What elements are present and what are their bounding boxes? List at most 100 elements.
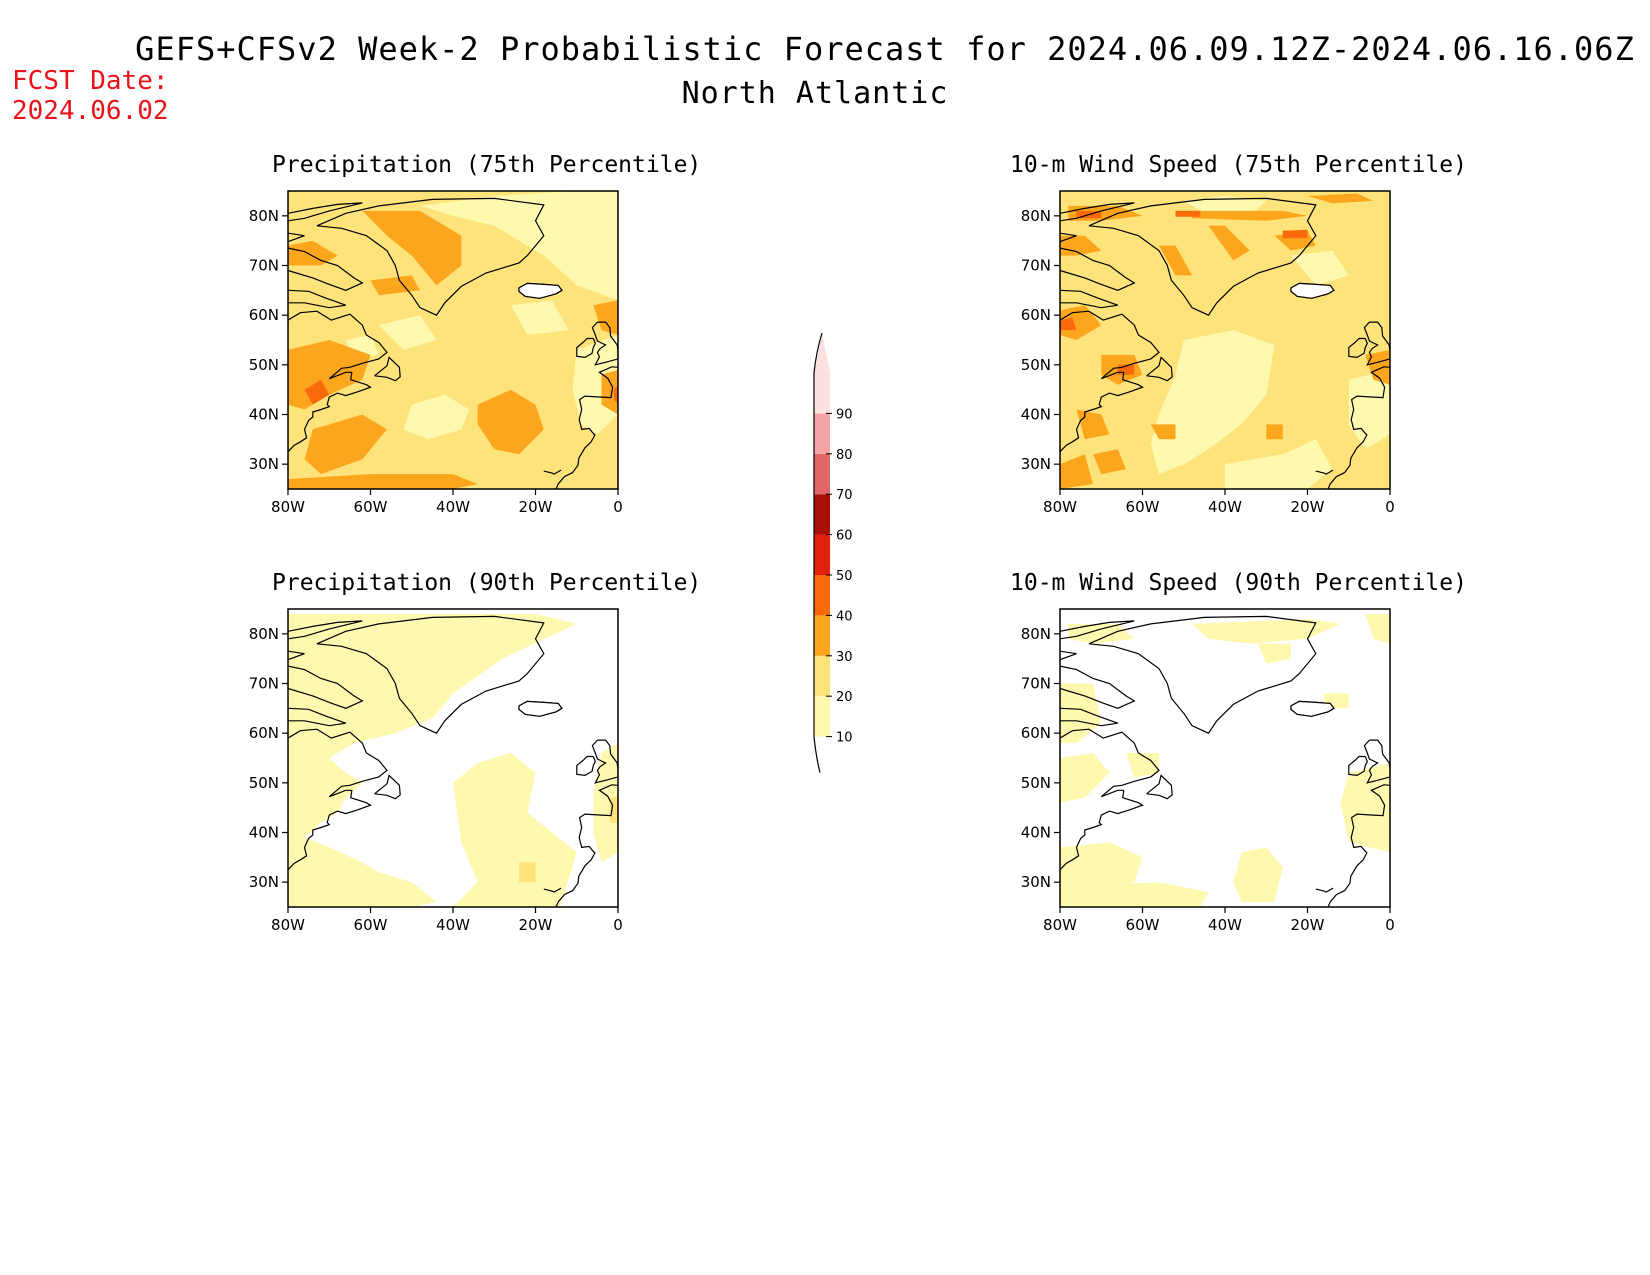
colorbar-swatch xyxy=(814,413,830,454)
coastline xyxy=(288,790,372,871)
colorbar-tail-bottom xyxy=(813,736,821,773)
coastline xyxy=(555,366,618,489)
lat-label: 60N xyxy=(1021,724,1051,742)
lat-label: 40N xyxy=(249,406,279,424)
colorbar-swatch xyxy=(814,373,830,414)
lat-label: 70N xyxy=(249,257,279,275)
coastline xyxy=(1060,707,1119,727)
panel-title-precip-90: Precipitation (90th Percentile) xyxy=(272,570,702,596)
lat-label: 60N xyxy=(249,306,279,324)
panel-title-wind-90: 10-m Wind Speed (90th Percentile) xyxy=(1010,570,1467,596)
shading-region xyxy=(572,335,618,435)
shading-region xyxy=(1348,369,1390,450)
lon-label: 20W xyxy=(519,498,553,516)
shading-region xyxy=(1060,317,1077,331)
shading-region xyxy=(1192,210,1308,221)
colorbar-swatch xyxy=(814,696,830,737)
coastline xyxy=(288,665,364,709)
lat-label: 80N xyxy=(249,207,279,225)
canary-islands xyxy=(543,887,562,893)
colorbar-swatch xyxy=(814,534,830,575)
fcst-date-value: 2024.06.02 xyxy=(12,96,169,126)
shading-region xyxy=(510,300,569,335)
lon-label: 60W xyxy=(354,916,388,934)
colorbar-label: 50 xyxy=(836,569,853,584)
shading-region xyxy=(1225,439,1333,489)
lon-label: 80W xyxy=(271,498,305,516)
coastline xyxy=(288,620,363,640)
lat-label: 70N xyxy=(1021,675,1051,693)
coastline xyxy=(288,707,347,727)
colorbar-tail-top xyxy=(814,333,830,373)
panel-title-precip-75: Precipitation (75th Percentile) xyxy=(272,152,702,178)
lat-label: 30N xyxy=(249,455,279,473)
shading-region xyxy=(403,394,470,440)
lat-label: 40N xyxy=(1021,824,1051,842)
fcst-date-label: FCST Date: xyxy=(12,66,169,96)
shading-region xyxy=(1365,614,1390,644)
coastline xyxy=(288,728,388,798)
shading-region xyxy=(378,315,437,350)
coastline xyxy=(1060,232,1077,243)
coastline xyxy=(1060,650,1077,661)
shading-region xyxy=(613,384,618,405)
shading-region xyxy=(593,300,618,335)
shading-region xyxy=(288,474,478,489)
shading-region xyxy=(1060,882,1209,907)
coastline xyxy=(1060,289,1119,309)
coastline xyxy=(1060,310,1160,380)
coastline xyxy=(1088,197,1317,316)
colorbar-label: 40 xyxy=(836,609,853,624)
shading-region xyxy=(1266,424,1283,440)
coastline xyxy=(1348,337,1368,359)
coastline xyxy=(288,232,305,243)
lon-label: 60W xyxy=(354,498,388,516)
shading-region xyxy=(1093,449,1126,475)
coastline xyxy=(316,197,545,316)
canary-islands xyxy=(1315,887,1334,893)
lat-label: 30N xyxy=(1021,873,1051,891)
shading-region xyxy=(1159,245,1192,276)
colorbar-label: 20 xyxy=(836,690,853,705)
lat-label: 40N xyxy=(249,824,279,842)
lat-label: 50N xyxy=(249,774,279,792)
coastline xyxy=(1348,755,1368,777)
panel-title-wind-75: 10-m Wind Speed (75th Percentile) xyxy=(1010,152,1467,178)
iceland-land xyxy=(518,282,563,299)
coastline xyxy=(374,356,401,382)
iceland-land xyxy=(1290,282,1335,299)
map-wind-75: 80W 60W 40W 20W 0 80N 70N 60N 50N 40N 30N xyxy=(1021,190,1395,516)
shading-region xyxy=(1233,847,1283,902)
lon-label: 80W xyxy=(1043,916,1077,934)
shading-region xyxy=(362,210,462,286)
lat-label: 60N xyxy=(249,724,279,742)
lon-label: 20W xyxy=(519,916,553,934)
shading-region xyxy=(1060,842,1143,898)
map-precip-75: 80W 60W 40W 20W 0 80N 70N 60N 50N 40N 30N xyxy=(249,190,623,516)
coastline xyxy=(555,784,618,907)
lat-label: 50N xyxy=(1021,774,1051,792)
shading-region xyxy=(1258,643,1291,664)
shading-region xyxy=(1126,753,1159,778)
lat-label: 80N xyxy=(1021,625,1051,643)
canary-islands xyxy=(1315,469,1334,475)
lat-label: 30N xyxy=(249,873,279,891)
coastline xyxy=(591,321,618,366)
coastline xyxy=(288,247,364,291)
shading-region xyxy=(304,414,387,475)
shading-region xyxy=(1150,330,1275,475)
colorbar-swatch xyxy=(814,575,830,616)
coastline xyxy=(288,372,372,453)
lon-label: 20W xyxy=(1291,498,1325,516)
lon-label: 60W xyxy=(1126,498,1160,516)
lon-label: 0 xyxy=(1385,498,1395,516)
shading-region xyxy=(1307,193,1374,204)
coastline xyxy=(1363,739,1390,784)
canary-islands xyxy=(543,469,562,475)
shading-region xyxy=(1060,454,1093,489)
colorbar-label: 30 xyxy=(836,650,853,665)
coastline xyxy=(288,650,305,661)
coastline xyxy=(1060,665,1136,709)
coastline xyxy=(316,615,545,734)
shading-region xyxy=(1365,349,1390,385)
